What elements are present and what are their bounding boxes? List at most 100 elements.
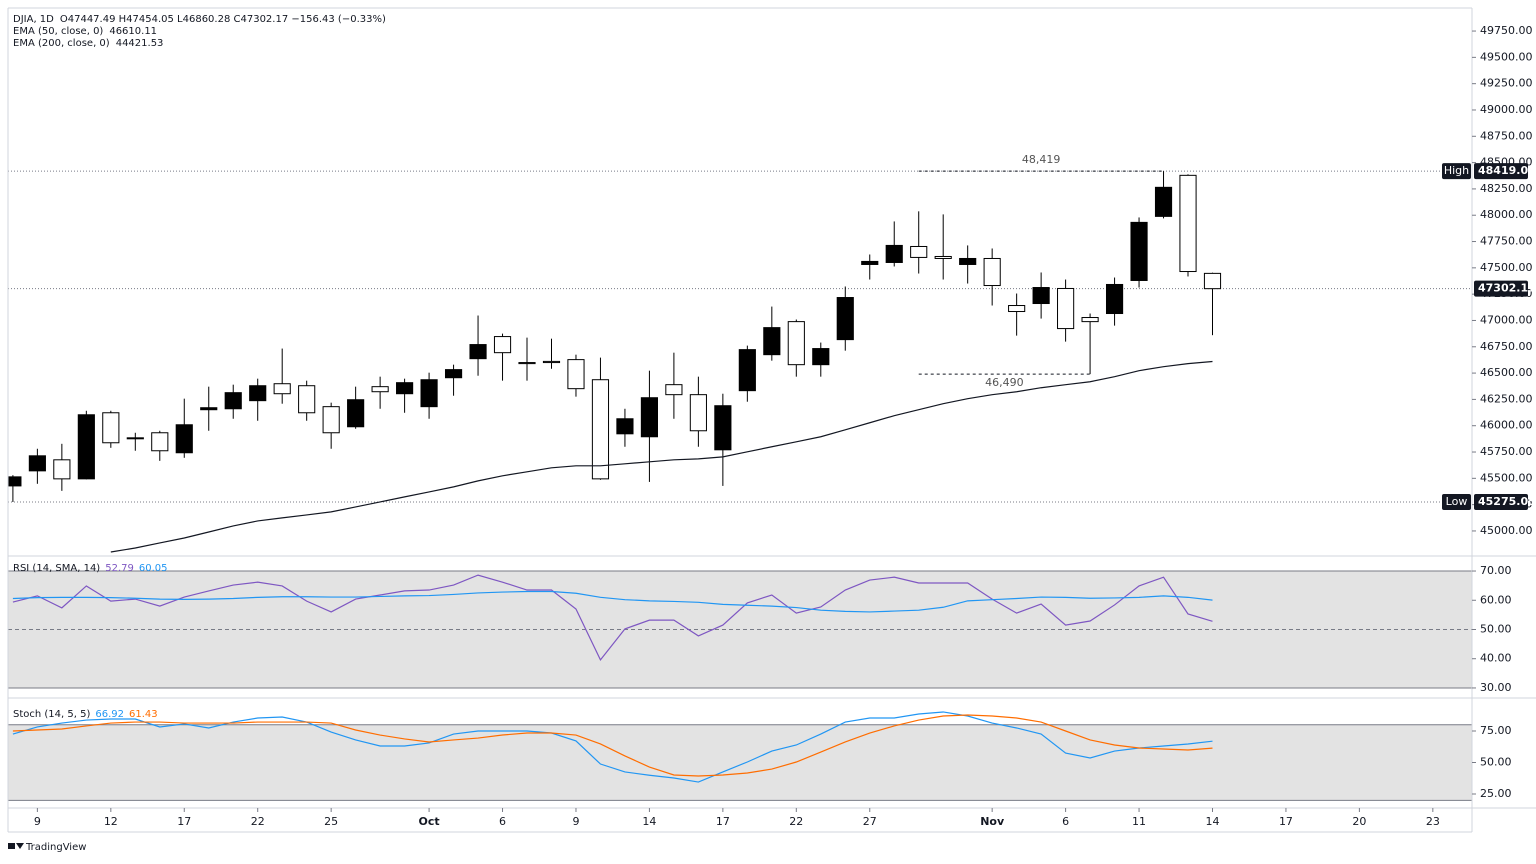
x-tick-label: 12 [104,815,118,828]
x-tick-label: 27 [863,815,877,828]
y-tick-label: 25.00 [1480,787,1512,800]
panes [8,170,1472,801]
y-tick-label: 46500.00 [1480,366,1533,379]
x-tick-label: 14 [1205,815,1219,828]
candle-body [126,437,144,440]
candle-body [322,406,340,434]
candle-body [738,349,756,392]
price-marker [1474,163,1528,180]
legend-value: 44421.53 [116,38,164,49]
x-tick-label: 17 [716,815,730,828]
y-tick-label: 46250.00 [1480,392,1533,405]
candle-body [1130,221,1148,281]
candle-body [151,432,169,452]
candle-body [53,459,71,480]
y-tick-label: 47500.00 [1480,261,1533,274]
x-tick-label: 25 [324,815,338,828]
candle-body [396,382,414,395]
price-marker-label: 48419.01 [1478,164,1536,177]
price-marker-tag-label: High [1444,164,1469,177]
price-marker-label: 47302.17 [1478,282,1536,295]
x-tick-label: Nov [980,815,1005,828]
legend-value: 61.43 [129,709,158,720]
legend-value: 52.79 [105,563,134,574]
price-marker [1474,280,1528,297]
x-tick-label: 22 [251,815,265,828]
candle-body [175,424,193,454]
x-tick-label: 23 [1426,815,1440,828]
candle-body [885,244,903,263]
x-tick-label: 9 [34,815,41,828]
candle-body [1057,287,1075,330]
indicator-band [8,724,1472,801]
y-tick-label: 70.00 [1480,564,1512,577]
y-tick-label: 49250.00 [1480,77,1533,90]
indicator-legend: RSI (14, SMA, 14) 52.79 60.05 [13,563,168,574]
candle-body [1081,317,1099,323]
pane [8,170,1472,553]
candle-body [812,348,830,366]
y-tick-label: 49750.00 [1480,24,1533,37]
candle-body [493,336,512,354]
candle-body [200,407,218,411]
y-tick-label: 45000.00 [1480,524,1533,537]
candle-body [714,405,732,451]
candle-body [1032,287,1050,305]
series-line [12,574,1213,662]
candle-body [77,414,95,480]
candle-body [910,245,928,258]
x-tick-label: 17 [1279,815,1293,828]
series-line [12,590,1213,613]
candle-body [371,386,389,393]
candle-body [469,344,487,360]
candle-body [1179,174,1197,273]
price-marker-tag-label: Low [1446,495,1468,508]
price-marker-tag [1442,494,1471,511]
candle-body [861,260,879,265]
series-line [12,714,1213,777]
x-tick-label: 9 [572,815,579,828]
logo-mark [8,843,15,849]
y-tick-label: 47750.00 [1480,235,1533,248]
logo: TradingView [8,842,86,853]
pane [8,711,1472,801]
pane [8,570,1472,689]
candle-body [836,297,854,341]
y-tick-label: 50.00 [1480,756,1512,769]
candle-body [224,392,242,410]
y-tick-label: 40.00 [1480,652,1512,665]
y-tick-label: 49000.00 [1480,103,1533,116]
candle-body [959,257,977,265]
candle-body [934,255,952,259]
x-tick-label: 22 [789,815,803,828]
candle-body [8,476,22,487]
y-tick-label: 60.00 [1480,593,1512,606]
price-marker-tag [1442,163,1471,180]
x-tick-label: 14 [642,815,656,828]
candle-body [567,359,585,390]
annotation-label: 48,419 [1022,153,1061,166]
candle-body [298,385,316,414]
legend-title: RSI (14, SMA, 14) [13,563,100,574]
legend-line: DJIA, 1D O47447.49 H47454.05 L46860.28 C4… [13,14,386,25]
candle-body [102,412,120,444]
candle-body [1154,186,1173,217]
y-tick-label: 48000.00 [1480,208,1533,221]
y-tick-label: 30.00 [1480,681,1512,694]
x-tick-label: 17 [177,815,191,828]
candle-body [983,257,1001,287]
candle-body [347,399,365,428]
y-tick-label: 48250.00 [1480,182,1533,195]
candle-body [444,369,463,379]
legend-line: EMA (50, close, 0) 46610.11 [13,26,157,37]
series-line [110,360,1213,553]
legend-value: 46610.11 [109,26,157,37]
legend-title: DJIA, 1D [13,14,54,25]
candle-body [787,321,805,366]
legend-title: Stoch (14, 5, 5) [13,709,90,720]
y-tick-label: 46000.00 [1480,419,1533,432]
candle-body [1008,305,1026,313]
legend-name: EMA (200, close, 0) [13,38,110,49]
